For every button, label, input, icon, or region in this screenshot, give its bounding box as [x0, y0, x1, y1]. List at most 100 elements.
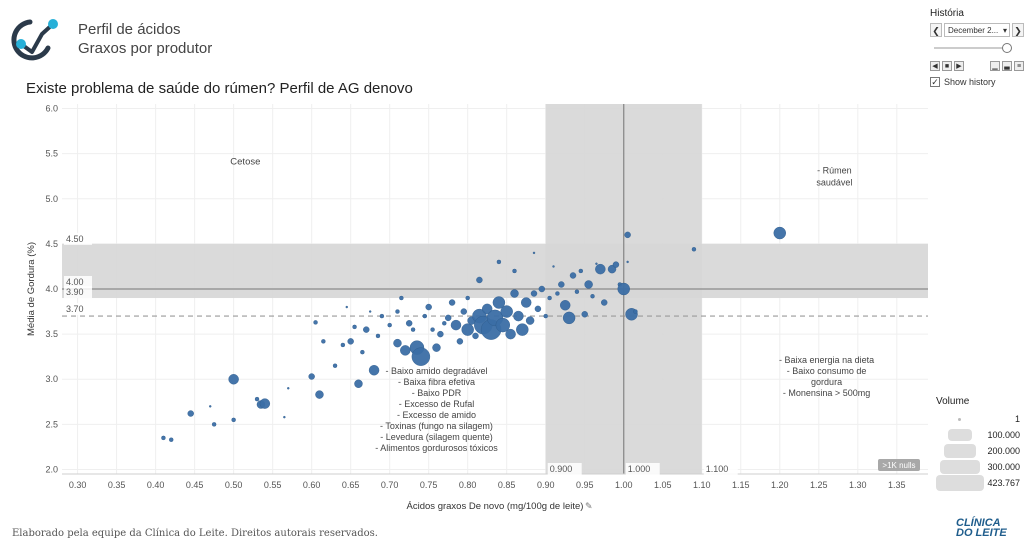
nulls-badge: >1K nulls — [882, 461, 915, 470]
band-label-0900: 0.900 — [550, 464, 573, 474]
speed-slow-icon[interactable]: ▁ — [990, 61, 1000, 71]
scatter-point — [456, 338, 464, 345]
band-label-1100: 1.100 — [706, 464, 729, 474]
speed-medium-icon[interactable]: ▃ — [1002, 61, 1012, 71]
scatter-point — [584, 280, 593, 289]
footer-credits: Elaborado pela equipe da Clínica do Leit… — [12, 528, 378, 539]
scatter-point — [525, 316, 535, 325]
history-next-button[interactable]: ❯ — [1012, 23, 1024, 37]
legend-value: 200.000 — [987, 446, 1020, 456]
scatter-point — [510, 289, 519, 298]
scatter-point — [612, 261, 620, 268]
y-tick-label: 6.0 — [45, 104, 58, 114]
scatter-point — [460, 308, 467, 315]
scatter-point — [492, 296, 506, 309]
scatter-point — [448, 299, 456, 306]
scatter-point — [425, 303, 432, 311]
legend-title: Volume — [936, 396, 970, 407]
y-tick-label: 2.0 — [45, 464, 58, 474]
scatter-point — [308, 373, 315, 380]
legend-item: 1 — [936, 411, 1024, 427]
scatter-point — [432, 343, 441, 352]
scatter-point — [169, 437, 174, 442]
annotation-rumen: - Rúmen — [817, 165, 852, 175]
annotation-rumen: saudável — [816, 177, 852, 187]
slider-track — [934, 47, 1008, 49]
scatter-point — [442, 321, 447, 326]
legend-value: 300.000 — [987, 462, 1020, 472]
scatter-point — [368, 365, 380, 376]
scatter-point — [552, 265, 555, 268]
nulls-badge-bg — [878, 459, 920, 471]
x-tick-label: 1.05 — [654, 480, 672, 490]
x-tick-label: 0.75 — [420, 480, 438, 490]
x-tick-label: 0.40 — [147, 480, 165, 490]
legend-item: 100.000 — [936, 427, 1024, 443]
scatter-point — [450, 319, 462, 331]
scatter-point — [375, 333, 381, 339]
scatter-point — [422, 313, 427, 319]
dashboard-title-line1: Perfil de ácidos — [78, 21, 181, 38]
scatter-point — [530, 290, 538, 297]
scatter-point — [444, 314, 452, 322]
y-tick-label: 4.0 — [45, 284, 58, 294]
band-label-0900-bg — [547, 463, 582, 475]
x-tick-label: 1.35 — [888, 480, 906, 490]
pin-icon: ✎ — [585, 501, 593, 511]
scatter-point — [411, 347, 431, 366]
refline-label-370-bg — [64, 303, 92, 316]
refline-label-370: 3.70 — [66, 304, 84, 314]
stop-icon[interactable]: ■ — [942, 61, 952, 71]
scatter-point — [562, 311, 576, 325]
scatter-point — [626, 260, 629, 264]
x-tick-label: 1.20 — [771, 480, 789, 490]
show-history-checkbox[interactable]: ✓ — [930, 77, 940, 87]
legend-shape — [944, 444, 976, 458]
play-icon[interactable]: ▶ — [954, 61, 964, 71]
scatter-point — [500, 305, 513, 318]
legend-item: 423.767 — [936, 475, 1024, 491]
scatter-point — [368, 310, 372, 313]
volume-legend: Volume 1 100.000 200.000 300.000 423.767 — [936, 396, 1024, 491]
x-tick-label: 0.30 — [69, 480, 87, 490]
scatter-point — [481, 303, 493, 315]
slider-thumb[interactable] — [1002, 43, 1012, 53]
band-label-1100-bg — [703, 463, 738, 475]
x-tick-label: 0.80 — [459, 480, 477, 490]
x-tick-label: 0.60 — [303, 480, 321, 490]
annotation-baixo-amido: - Levedura (silagem quente) — [380, 432, 493, 442]
scatter-point — [315, 390, 324, 399]
brand-logo: CLÍNICA DO LEITE — [956, 517, 1007, 539]
scatter-point — [569, 272, 577, 279]
brand-line1: CLÍNICA — [956, 517, 1001, 529]
y-tick-label: 3.5 — [45, 329, 58, 339]
scatter-point — [313, 320, 318, 325]
scatter-point — [601, 299, 608, 306]
scatter-point — [399, 295, 404, 301]
annotation-baixa-energia: - Monensina > 500mg — [783, 388, 870, 398]
scatter-point — [400, 345, 411, 356]
scatter-point — [578, 268, 584, 274]
history-prev-button[interactable]: ❮ — [930, 23, 942, 37]
scatter-point — [211, 422, 217, 427]
refline-label-1000-bg — [625, 463, 660, 475]
annotation-baixa-energia: - Baixa energia na dieta — [779, 355, 874, 365]
step-back-icon[interactable]: ◀ — [930, 61, 940, 71]
band-label-390-bg — [64, 286, 92, 299]
x-tick-label: 0.90 — [537, 480, 555, 490]
scatter-point — [691, 247, 697, 252]
history-date-select[interactable]: December 2... ▾ — [944, 23, 1010, 37]
scatter-point — [617, 282, 630, 296]
y-tick-label: 2.5 — [45, 419, 58, 429]
scatter-point — [332, 363, 338, 368]
scatter-point — [496, 259, 502, 265]
scatter-point — [161, 435, 166, 441]
scatter-point — [209, 405, 212, 408]
speed-fast-icon[interactable]: ≡ — [1014, 61, 1024, 71]
legend-item: 300.000 — [936, 459, 1024, 475]
history-slider[interactable] — [930, 43, 1024, 53]
annotation-baixa-energia: gordura — [811, 377, 842, 387]
scatter-point — [773, 226, 786, 240]
scatter-point — [254, 396, 260, 402]
legend-value: 1 — [1014, 414, 1020, 424]
